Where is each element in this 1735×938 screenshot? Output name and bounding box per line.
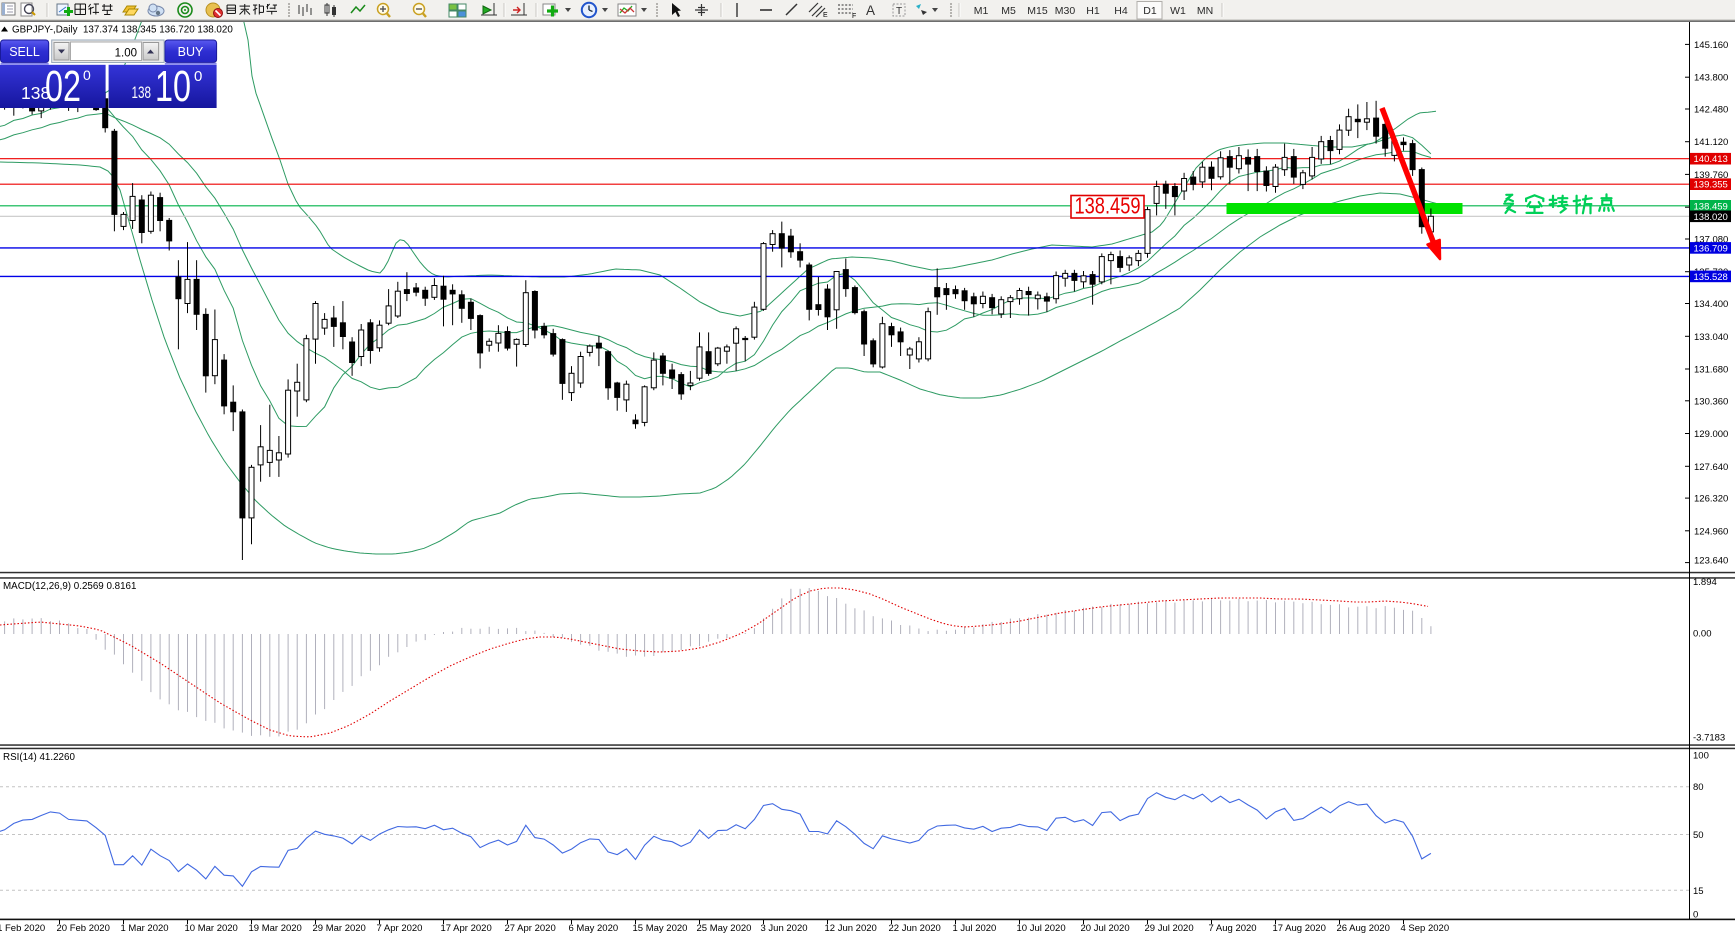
svg-text:H1: H1 — [1086, 5, 1100, 17]
svg-text:12 Jun 2020: 12 Jun 2020 — [825, 923, 877, 934]
svg-text:10: 10 — [155, 62, 191, 111]
svg-text:E: E — [823, 12, 828, 19]
svg-text:M15: M15 — [1027, 5, 1048, 17]
svg-text:0: 0 — [194, 68, 202, 85]
svg-text:SELL: SELL — [9, 45, 40, 59]
svg-text:142.480: 142.480 — [1694, 105, 1728, 116]
svg-text:A: A — [866, 3, 875, 18]
svg-text:133.040: 133.040 — [1694, 332, 1728, 343]
svg-text:17 Aug 2020: 17 Aug 2020 — [1273, 923, 1326, 934]
svg-text:7 Aug 2020: 7 Aug 2020 — [1209, 923, 1257, 934]
svg-text:126.320: 126.320 — [1694, 494, 1728, 505]
svg-text:139.760: 139.760 — [1694, 170, 1728, 181]
svg-text:0.00: 0.00 — [1693, 629, 1712, 640]
svg-text:137.080: 137.080 — [1694, 235, 1728, 246]
svg-text:123.640: 123.640 — [1694, 555, 1728, 566]
svg-text:11 Feb 2020: 11 Feb 2020 — [0, 923, 45, 934]
svg-text:02: 02 — [45, 62, 81, 111]
svg-text:136.709: 136.709 — [1694, 243, 1728, 254]
svg-text:19 Mar 2020: 19 Mar 2020 — [249, 923, 302, 934]
svg-text:W1: W1 — [1170, 5, 1186, 17]
svg-text:MACD(12,26,9) 0.2569 0.8161: MACD(12,26,9) 0.2569 0.8161 — [3, 581, 136, 592]
svg-text:80: 80 — [1693, 782, 1704, 793]
svg-text:1 Mar 2020: 1 Mar 2020 — [121, 923, 169, 934]
svg-text:7 Apr 2020: 7 Apr 2020 — [377, 923, 423, 934]
svg-text:M1: M1 — [974, 5, 989, 17]
svg-text:15 May 2020: 15 May 2020 — [633, 923, 688, 934]
svg-text:D1: D1 — [1143, 5, 1157, 17]
svg-text:131.680: 131.680 — [1694, 365, 1728, 376]
svg-text:15: 15 — [1693, 886, 1704, 897]
svg-text:138.459: 138.459 — [1694, 201, 1728, 212]
svg-text:0: 0 — [1693, 910, 1698, 921]
svg-text:138.020: 138.020 — [1694, 212, 1728, 223]
svg-text:140.413: 140.413 — [1694, 154, 1728, 165]
svg-text:29 Mar 2020: 29 Mar 2020 — [313, 923, 366, 934]
svg-text:10 Jul 2020: 10 Jul 2020 — [1017, 923, 1066, 934]
svg-text:H4: H4 — [1114, 5, 1128, 17]
svg-text:1.894: 1.894 — [1693, 577, 1717, 588]
svg-text:29 Jul 2020: 29 Jul 2020 — [1145, 923, 1194, 934]
svg-text:127.640: 127.640 — [1694, 462, 1728, 473]
svg-text:MN: MN — [1197, 5, 1213, 17]
svg-text:25 May 2020: 25 May 2020 — [697, 923, 752, 934]
svg-text:F: F — [852, 13, 856, 20]
svg-text:135.528: 135.528 — [1694, 272, 1728, 283]
svg-text:M5: M5 — [1001, 5, 1016, 17]
svg-text:141.120: 141.120 — [1694, 137, 1728, 148]
svg-text:138: 138 — [132, 83, 152, 102]
svg-text:0: 0 — [83, 67, 91, 83]
svg-text:6 May 2020: 6 May 2020 — [569, 923, 619, 934]
svg-text:1 Jul 2020: 1 Jul 2020 — [953, 923, 997, 934]
svg-text:138.459: 138.459 — [1075, 193, 1141, 219]
svg-text:10 Mar 2020: 10 Mar 2020 — [185, 923, 238, 934]
svg-text:138: 138 — [21, 83, 50, 103]
svg-text:20 Jul 2020: 20 Jul 2020 — [1081, 923, 1130, 934]
svg-text:-3.7183: -3.7183 — [1693, 733, 1725, 744]
svg-text:129.000: 129.000 — [1694, 429, 1728, 440]
svg-text:1.00: 1.00 — [115, 48, 137, 60]
svg-text:3 Jun 2020: 3 Jun 2020 — [761, 923, 808, 934]
svg-text:RSI(14) 41.2260: RSI(14) 41.2260 — [3, 752, 75, 763]
svg-text:124.960: 124.960 — [1694, 526, 1728, 537]
svg-text:17 Apr 2020: 17 Apr 2020 — [441, 923, 492, 934]
svg-text:26 Aug 2020: 26 Aug 2020 — [1337, 923, 1390, 934]
svg-text:27 Apr 2020: 27 Apr 2020 — [505, 923, 556, 934]
svg-text:22 Jun 2020: 22 Jun 2020 — [889, 923, 941, 934]
svg-text:145.160: 145.160 — [1694, 40, 1728, 51]
svg-text:134.400: 134.400 — [1694, 299, 1728, 310]
svg-text:M30: M30 — [1055, 5, 1076, 17]
svg-text:143.800: 143.800 — [1694, 73, 1728, 84]
svg-text:BUY: BUY — [178, 45, 204, 59]
svg-text:T: T — [896, 6, 902, 17]
svg-text:4 Sep 2020: 4 Sep 2020 — [1401, 923, 1450, 934]
svg-text:100: 100 — [1693, 750, 1709, 761]
svg-text:50: 50 — [1693, 830, 1704, 841]
svg-text:139.355: 139.355 — [1694, 180, 1728, 191]
svg-text:130.360: 130.360 — [1694, 396, 1728, 407]
svg-text:GBPJPY-,Daily 137.374 138.345: GBPJPY-,Daily 137.374 138.345 136.720 13… — [12, 25, 233, 36]
svg-text:20 Feb 2020: 20 Feb 2020 — [57, 923, 110, 934]
